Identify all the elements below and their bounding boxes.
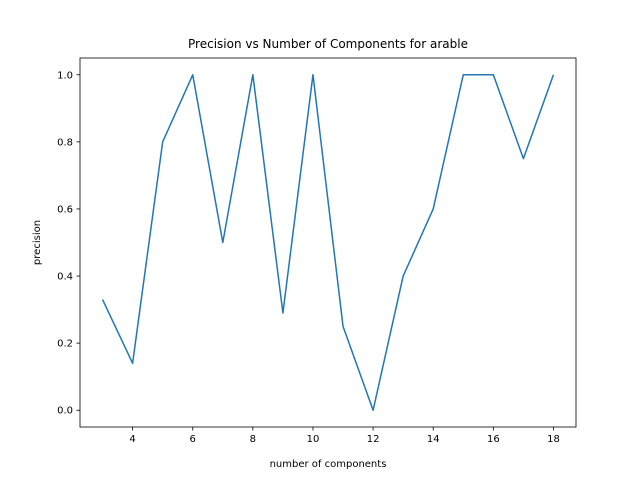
x-tick-label: 18 (547, 434, 560, 445)
x-axis-ticks: 4 6 8 10 12 14 16 18 (129, 427, 560, 445)
y-axis-ticks: 0.0 0.2 0.4 0.6 0.8 1.0 (57, 70, 80, 417)
series-line-1 (101, 74, 555, 411)
plot-area-frame (79, 57, 577, 428)
chart-title: Precision vs Number of Components for ar… (188, 37, 468, 51)
y-tick-label: 0.0 (57, 406, 73, 417)
x-tick-label: 16 (487, 434, 500, 445)
x-tick-label: 12 (367, 434, 380, 445)
x-tick-label: 4 (129, 434, 135, 445)
x-tick-label: 8 (250, 434, 256, 445)
series-layer (101, 74, 555, 411)
y-tick-label: 1.0 (57, 70, 73, 81)
x-axis-label: number of components (270, 459, 387, 470)
y-tick-label: 0.2 (57, 339, 73, 350)
y-axis-label: precision (32, 220, 43, 265)
y-tick-label: 0.8 (57, 137, 73, 148)
y-tick-label: 0.6 (57, 204, 73, 215)
x-tick-label: 14 (427, 434, 440, 445)
y-tick-label: 0.4 (57, 272, 73, 283)
x-tick-label: 10 (307, 434, 320, 445)
x-tick-label: 6 (190, 434, 196, 445)
